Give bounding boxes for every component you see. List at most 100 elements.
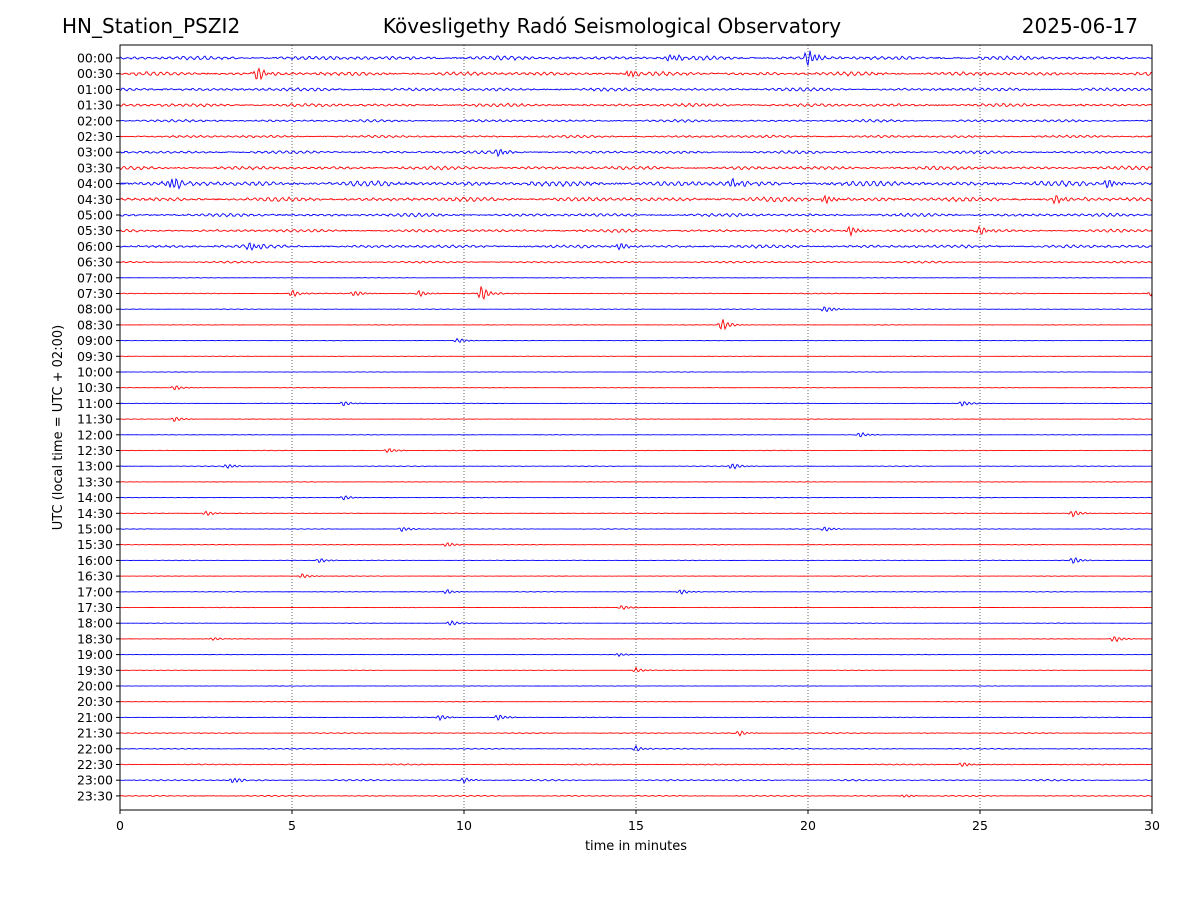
trace-2130 [119, 730, 1153, 737]
trace-0330 [119, 165, 1153, 171]
x-tick-label: 0 [116, 818, 124, 833]
y-tick-label: 17:00 [77, 584, 113, 599]
trace-2230 [119, 762, 1153, 767]
y-tick-label: 15:30 [77, 537, 113, 552]
trace-0400 [119, 177, 1153, 190]
x-tick-labels: 0 5 10 15 20 25 30 [116, 810, 1160, 833]
chart-title: Kövesligethy Radó Seismological Observat… [382, 14, 842, 38]
y-tick-label: 20:30 [77, 694, 113, 709]
y-tick-label: 07:30 [77, 286, 113, 301]
y-tick-label: 10:00 [77, 365, 113, 380]
trace-0730 [119, 286, 1153, 300]
trace-1030 [119, 385, 1153, 391]
trace-0830 [119, 319, 1153, 331]
y-tick-label: 07:00 [77, 270, 113, 285]
y-tick-labels: 00:0000:3001:0001:3002:0002:3003:0003:30… [77, 51, 120, 803]
trace-0630 [119, 260, 1152, 264]
y-tick-label: 12:00 [77, 427, 113, 442]
trace-1730 [119, 605, 1153, 611]
y-tick-label: 12:30 [77, 443, 113, 458]
trace-1300 [119, 463, 1153, 470]
x-tick-label: 20 [800, 818, 816, 833]
y-tick-label: 04:00 [77, 176, 113, 191]
y-tick-label: 09:30 [77, 349, 113, 364]
y-tick-label: 02:00 [77, 113, 113, 128]
trace-1100 [119, 401, 1153, 407]
y-tick-label: 01:30 [77, 98, 113, 113]
y-tick-label: 20:00 [77, 679, 113, 694]
trace-0200 [119, 118, 1153, 123]
trace-1530 [119, 542, 1153, 547]
y-tick-label: 00:00 [77, 51, 113, 66]
y-tick-label: 23:00 [77, 773, 113, 788]
trace-2300 [119, 777, 1153, 784]
trace-1800 [119, 620, 1153, 626]
trace-1200 [119, 431, 1153, 438]
y-tick-label: 21:00 [77, 710, 113, 725]
x-tick-label: 10 [456, 818, 472, 833]
trace-1230 [119, 448, 1153, 454]
y-tick-label: 14:30 [77, 506, 113, 521]
x-axis-label: time in minutes [585, 839, 687, 854]
y-tick-label: 11:00 [77, 396, 113, 411]
seismic-traces [119, 50, 1153, 798]
y-tick-label: 16:00 [77, 553, 113, 568]
trace-2200 [119, 744, 1153, 752]
trace-2330 [119, 794, 1153, 798]
y-tick-label: 03:00 [77, 145, 113, 160]
y-tick-label: 11:30 [77, 412, 113, 427]
y-tick-label: 17:30 [77, 600, 113, 615]
trace-0230 [119, 134, 1153, 139]
y-tick-label: 16:30 [77, 569, 113, 584]
y-tick-label: 19:00 [77, 647, 113, 662]
x-tick-label: 30 [1144, 818, 1160, 833]
y-tick-label: 03:30 [77, 160, 113, 175]
trace-1700 [119, 589, 1153, 595]
trace-1600 [119, 557, 1153, 564]
y-tick-label: 23:30 [77, 788, 113, 803]
trace-1930 [120, 666, 1153, 673]
trace-0800 [119, 306, 1153, 313]
y-tick-label: 10:30 [77, 380, 113, 395]
y-tick-label: 21:30 [77, 726, 113, 741]
y-tick-label: 06:00 [77, 239, 113, 254]
y-tick-label: 09:00 [77, 333, 113, 348]
y-tick-label: 18:30 [77, 631, 113, 646]
y-tick-label: 05:30 [77, 223, 113, 238]
trace-0430 [119, 194, 1153, 205]
station-name: HN_Station_PSZI2 [62, 14, 241, 38]
y-axis-label: UTC (local time = UTC + 02:00) [51, 325, 66, 530]
x-tick-label: 15 [628, 818, 644, 833]
y-tick-label: 08:00 [77, 302, 113, 317]
trace-1900 [119, 652, 1153, 658]
trace-0600 [119, 242, 1153, 251]
y-tick-label: 22:30 [77, 757, 113, 772]
trace-1630 [119, 573, 1152, 579]
y-tick-label: 08:30 [77, 317, 113, 332]
y-tick-label: 14:00 [77, 490, 113, 505]
trace-0030 [119, 67, 1153, 81]
y-tick-label: 18:00 [77, 616, 113, 631]
trace-0100 [119, 87, 1153, 92]
y-tick-label: 13:30 [77, 474, 113, 489]
chart-date: 2025-06-17 [1021, 14, 1138, 38]
y-tick-label: 02:30 [77, 129, 113, 144]
grid-lines [291, 45, 981, 810]
y-tick-label: 04:30 [77, 192, 113, 207]
trace-0500 [119, 212, 1153, 218]
y-tick-label: 06:30 [77, 255, 113, 270]
y-tick-label: 19:30 [77, 663, 113, 678]
y-tick-label: 05:00 [77, 208, 113, 223]
trace-0000 [119, 50, 1153, 66]
y-tick-label: 13:00 [77, 459, 113, 474]
trace-1130 [119, 417, 1153, 422]
x-tick-label: 25 [972, 818, 988, 833]
trace-0300 [119, 148, 1153, 158]
y-tick-label: 00:30 [77, 66, 113, 81]
trace-0130 [119, 102, 1153, 108]
y-tick-label: 01:00 [77, 82, 113, 97]
trace-1830 [119, 636, 1153, 643]
trace-1430 [119, 510, 1153, 518]
trace-2100 [119, 714, 1153, 722]
